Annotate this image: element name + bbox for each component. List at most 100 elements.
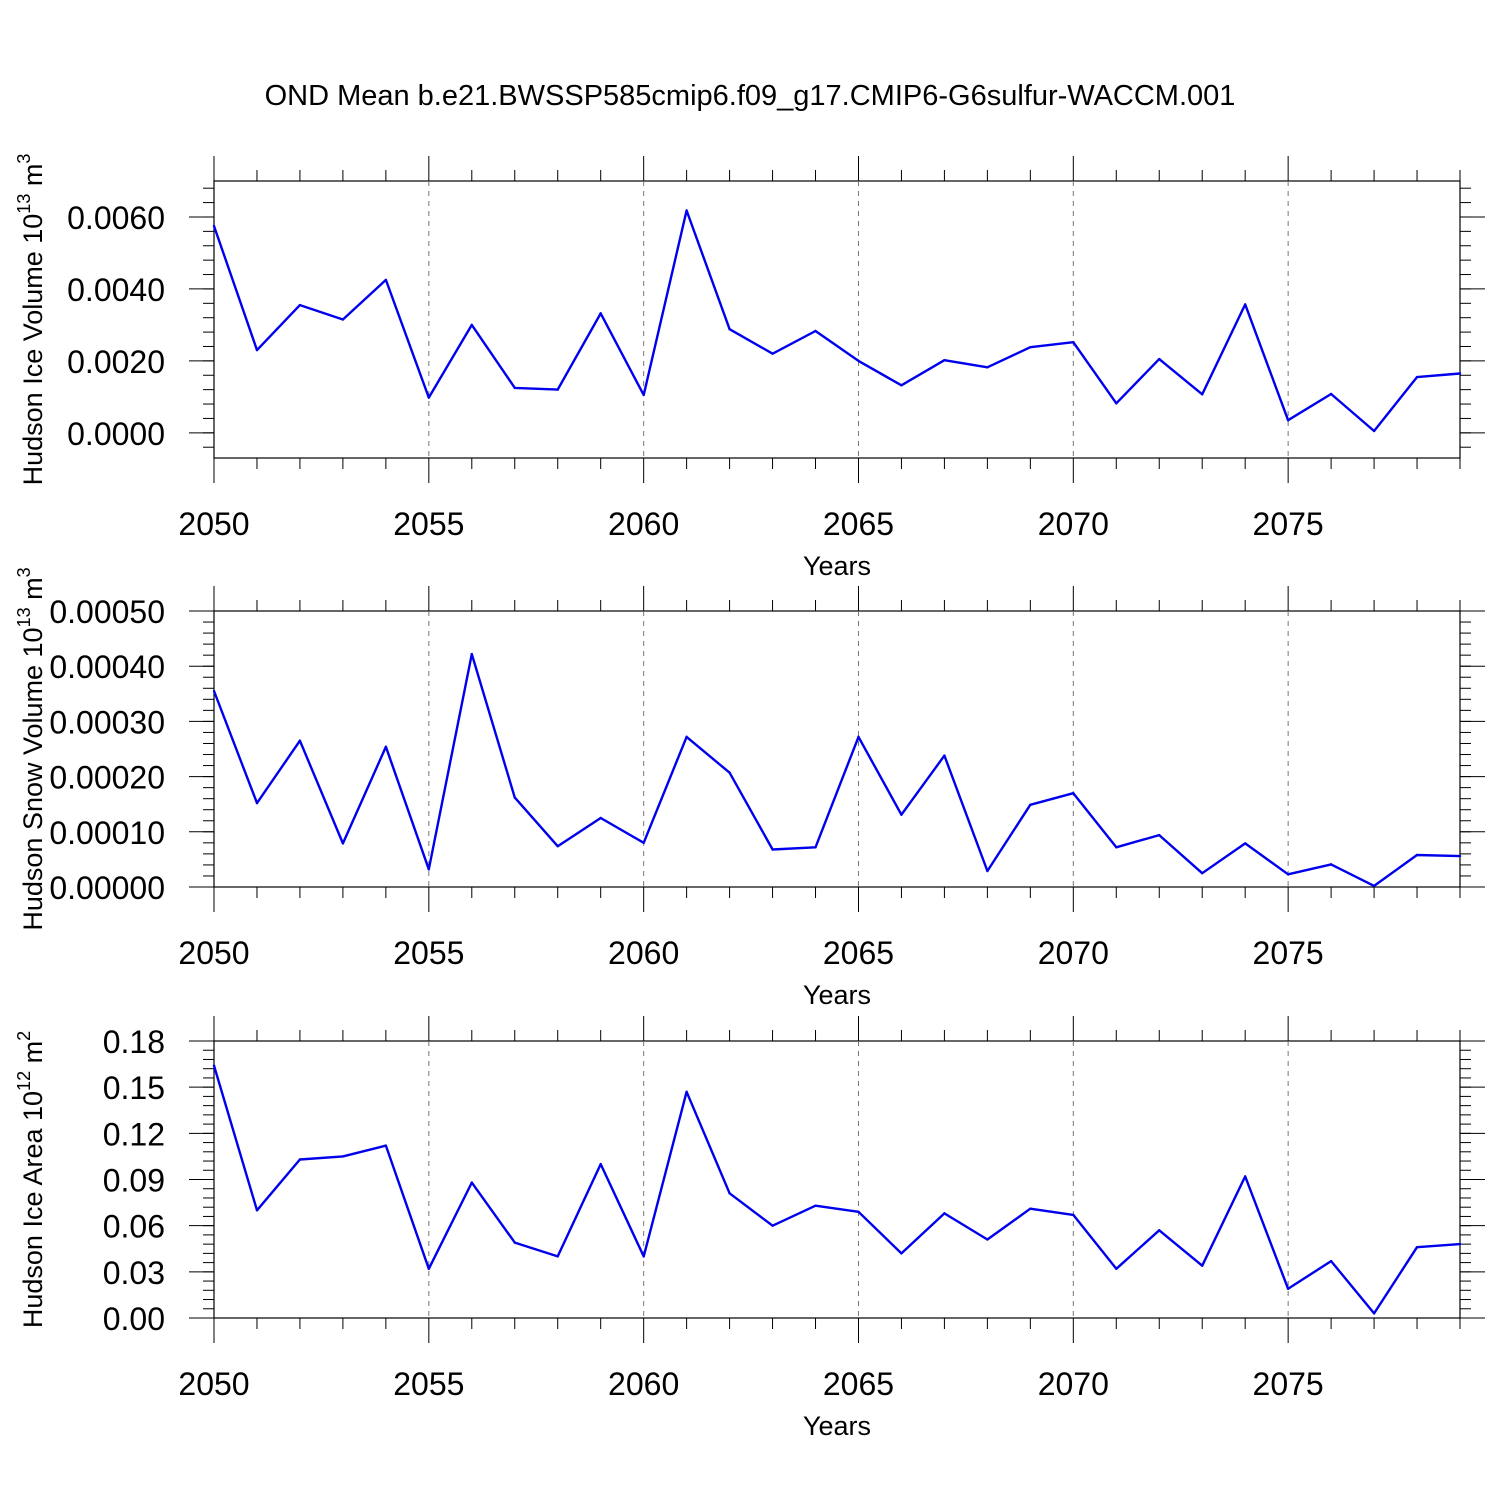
x-tick-label: 2065 bbox=[823, 935, 894, 971]
data-point bbox=[1372, 884, 1376, 888]
y-tick-label: 0.00020 bbox=[49, 760, 165, 796]
plot-frame bbox=[213, 1040, 1461, 1319]
data-point bbox=[943, 358, 946, 362]
data-point bbox=[1029, 803, 1032, 806]
data-point bbox=[255, 1209, 259, 1212]
series-line bbox=[212, 652, 1461, 888]
data-point bbox=[642, 841, 645, 845]
y-tick-label: 0.06 bbox=[103, 1209, 165, 1245]
data-point bbox=[1329, 1259, 1333, 1263]
data-point bbox=[298, 739, 302, 742]
data-point bbox=[1458, 372, 1462, 375]
data-point bbox=[1072, 791, 1075, 795]
panel-2: 0.00000 0.00010 0.00020 0.00030 0.00040 0.000… bbox=[14, 567, 1485, 1010]
x-tick-label: 2055 bbox=[393, 1366, 464, 1402]
y-tick-label: 0.00030 bbox=[49, 704, 165, 740]
data-point bbox=[384, 1144, 388, 1147]
y-tick-label: 0.00040 bbox=[49, 649, 165, 685]
x-tick-label: 2050 bbox=[178, 1366, 249, 1402]
data-point bbox=[513, 796, 516, 799]
y-tick-label: 0.0060 bbox=[67, 200, 165, 236]
data-point bbox=[814, 329, 817, 333]
data-point bbox=[900, 813, 903, 816]
data-point bbox=[1415, 375, 1419, 379]
data-point bbox=[513, 1241, 516, 1244]
y-tick-label: 0.0040 bbox=[67, 272, 165, 308]
x-tick-label: 2065 bbox=[823, 506, 894, 542]
x-axis-title: Years bbox=[803, 551, 871, 581]
data-point bbox=[384, 278, 388, 282]
data-point bbox=[341, 1155, 345, 1158]
data-point bbox=[685, 735, 688, 739]
data-point bbox=[814, 846, 817, 849]
data-point bbox=[943, 1212, 946, 1215]
data-point bbox=[255, 348, 259, 352]
data-point bbox=[427, 868, 431, 871]
y-tick-label: 0.09 bbox=[103, 1163, 165, 1199]
data-point bbox=[1201, 1264, 1204, 1267]
data-point bbox=[1415, 853, 1419, 857]
data-point bbox=[771, 1224, 774, 1227]
data-point bbox=[986, 869, 989, 873]
data-point bbox=[1201, 393, 1204, 396]
x-tick-label: 2050 bbox=[178, 506, 249, 542]
data-point bbox=[470, 652, 473, 656]
y-axis-title: Hudson Ice Volume 1013 m3 bbox=[14, 154, 48, 486]
data-point bbox=[642, 393, 645, 397]
data-point bbox=[1158, 833, 1161, 837]
x-axis-title: Years bbox=[803, 980, 871, 1010]
x-tick-label: 2060 bbox=[608, 506, 679, 542]
series-line bbox=[212, 209, 1461, 433]
data-point bbox=[986, 1238, 989, 1241]
y-tick-label: 0.0020 bbox=[67, 344, 165, 380]
data-point bbox=[1243, 842, 1247, 845]
x-tick-label: 2070 bbox=[1038, 1366, 1109, 1402]
y-tick-label: 0.00010 bbox=[49, 815, 165, 851]
y-axis-title: Hudson Ice Area 1012 m2 bbox=[14, 1031, 48, 1328]
data-point bbox=[1415, 1246, 1419, 1249]
data-point bbox=[771, 848, 774, 851]
data-point bbox=[470, 1181, 473, 1184]
data-point bbox=[255, 801, 259, 805]
data-point bbox=[427, 1267, 431, 1270]
y-axis-title: Hudson Snow Volume 1013 m3 bbox=[14, 567, 48, 930]
data-point bbox=[857, 359, 860, 363]
data-point bbox=[1372, 1312, 1376, 1315]
data-point bbox=[1029, 1207, 1032, 1210]
data-point bbox=[1029, 346, 1032, 349]
data-point bbox=[642, 1255, 645, 1258]
y-tick-label: 0.00 bbox=[103, 1301, 165, 1337]
data-point bbox=[1158, 1229, 1161, 1232]
y-tick-label: 0.00000 bbox=[49, 870, 165, 906]
data-point bbox=[556, 1255, 559, 1258]
data-point bbox=[728, 771, 731, 774]
data-point bbox=[1329, 392, 1333, 396]
data-point bbox=[599, 312, 602, 315]
data-point bbox=[685, 1090, 688, 1093]
data-point bbox=[212, 1064, 216, 1067]
data-point bbox=[1243, 303, 1247, 306]
data-point bbox=[427, 396, 431, 399]
y-tick-label: 0.18 bbox=[103, 1024, 165, 1060]
x-axis-title: Years bbox=[803, 1411, 871, 1441]
data-point bbox=[1115, 402, 1118, 405]
data-point bbox=[1072, 340, 1075, 344]
data-point bbox=[384, 745, 388, 748]
data-point bbox=[556, 844, 559, 848]
data-point bbox=[1372, 429, 1376, 433]
data-point bbox=[599, 1162, 602, 1166]
x-tick-label: 2070 bbox=[1038, 506, 1109, 542]
data-point bbox=[1072, 1213, 1075, 1217]
data-point bbox=[341, 842, 345, 845]
plot-frame bbox=[213, 180, 1461, 459]
data-point bbox=[1115, 846, 1118, 849]
data-point bbox=[728, 328, 731, 331]
data-point bbox=[685, 209, 688, 212]
data-point bbox=[298, 1158, 302, 1161]
series-line bbox=[212, 1065, 1461, 1315]
data-point bbox=[212, 689, 216, 693]
data-point bbox=[900, 384, 903, 387]
x-tick-label: 2075 bbox=[1253, 935, 1324, 971]
chart-title: OND Mean b.e21.BWSSP585cmip6.f09_g17.CMI… bbox=[264, 80, 1236, 112]
